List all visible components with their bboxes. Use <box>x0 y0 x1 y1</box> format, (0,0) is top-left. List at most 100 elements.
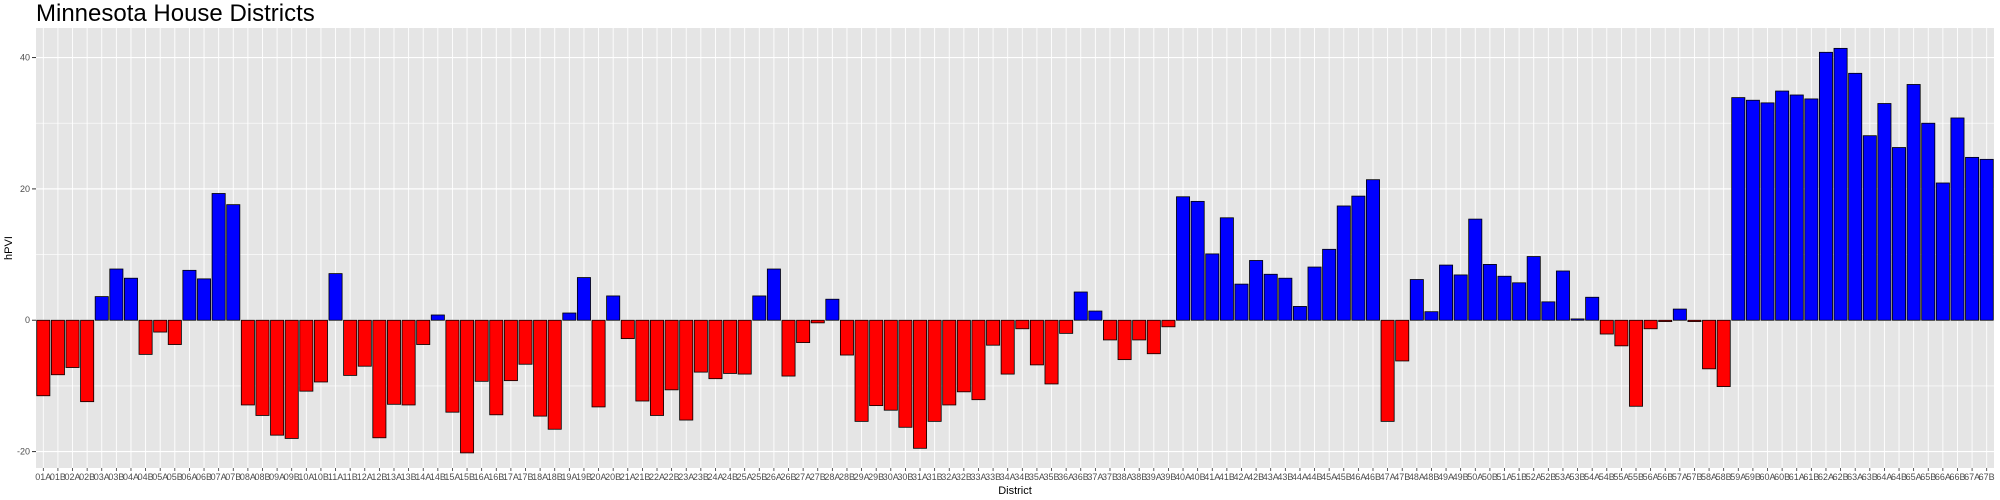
x-tick-label: 22A <box>649 472 665 482</box>
x-tick-label: 60A <box>1760 472 1776 482</box>
bar-13A <box>387 319 401 405</box>
bar-26A <box>766 268 781 321</box>
x-tick-label: 41A <box>1204 472 1220 482</box>
x-tick-label: 54A <box>1584 472 1600 482</box>
x-tick-label: 25A <box>737 472 753 482</box>
bar-57A <box>1672 308 1687 321</box>
bar-42B <box>1249 260 1264 321</box>
x-tick-label: 52B <box>1540 472 1556 482</box>
x-tick-label: 09B <box>284 472 300 482</box>
bar-35B <box>1044 319 1059 385</box>
x-tick-label: 20B <box>605 472 621 482</box>
x-tick-label: 53B <box>1570 472 1586 482</box>
bar-43B <box>1278 277 1293 321</box>
bar-65B <box>1921 122 1936 321</box>
x-tick-label: 44B <box>1307 472 1323 482</box>
bar-09A <box>270 319 285 436</box>
bar-30A <box>883 319 898 411</box>
chart-title: Minnesota House Districts <box>36 0 315 27</box>
x-tick-label: 32B <box>956 472 972 482</box>
bar-67A <box>1965 156 1980 321</box>
bar-13B <box>401 319 416 406</box>
bar-44A <box>1292 306 1307 321</box>
x-tick-label: 19A <box>561 472 577 482</box>
bar-21A <box>620 319 635 340</box>
x-tick-label: 27B <box>810 472 826 482</box>
bar-22B <box>664 319 679 391</box>
x-tick-label: 37B <box>1102 472 1118 482</box>
bar-03B <box>109 268 124 321</box>
x-tick-label: 32A <box>941 472 957 482</box>
bar-66A <box>1935 182 1950 321</box>
x-tick-label: 47A <box>1380 472 1396 482</box>
x-tick-label: 57A <box>1672 472 1688 482</box>
bar-56A <box>1643 319 1658 330</box>
x-tick-label: 63B <box>1862 472 1878 482</box>
y-tick-label: -20 <box>17 447 30 457</box>
x-tick-label: 34A <box>1000 472 1016 482</box>
bar-32B <box>956 319 971 393</box>
x-tick-label: 11A <box>328 472 343 482</box>
bar-59A <box>1731 97 1746 321</box>
x-tick-label: 41B <box>1219 472 1235 482</box>
y-tick-label: 20 <box>20 184 30 194</box>
bar-52A <box>1526 256 1541 321</box>
bar-50A <box>1468 218 1483 321</box>
x-tick-label: 36A <box>1058 472 1074 482</box>
bar-20A <box>591 319 606 408</box>
bar-55B <box>1629 319 1643 407</box>
x-tick-label: 18A <box>532 472 548 482</box>
bar-07A <box>211 193 226 321</box>
x-tick-label: 19B <box>576 472 592 482</box>
x-tick-label: 09A <box>269 472 285 482</box>
x-tick-label: 30A <box>883 472 899 482</box>
bar-29B <box>869 319 884 407</box>
bar-57B <box>1687 319 1702 322</box>
bar-11A <box>328 273 343 321</box>
bar-53B <box>1570 318 1585 321</box>
bar-35A <box>1029 319 1044 366</box>
x-tick-label: 64B <box>1891 472 1907 482</box>
bar-05B <box>167 319 182 345</box>
x-tick-label: 06B <box>196 472 212 482</box>
x-tick-label: 45B <box>1336 472 1352 482</box>
bar-28A <box>825 298 840 321</box>
bar-53A <box>1555 270 1570 321</box>
y-tick-label: 40 <box>20 53 30 63</box>
x-tick-label: 65B <box>1920 472 1936 482</box>
x-axis-title: District <box>998 485 1032 497</box>
bar-38B <box>1132 319 1147 341</box>
x-tick-label: 52A <box>1526 472 1542 482</box>
bar-31A <box>913 319 927 449</box>
x-axis: 01A01B02A02B03A03B04A04B05A05B06A06B07A0… <box>35 468 1995 482</box>
bar-27B <box>810 319 825 324</box>
x-tick-label: 01A <box>35 472 51 482</box>
y-axis-title: hPVI <box>3 236 15 260</box>
x-tick-label: 47B <box>1394 472 1410 482</box>
bar-18B <box>547 319 562 430</box>
bar-15B <box>460 319 475 454</box>
x-tick-label: 14A <box>415 472 431 482</box>
x-tick-label: 24A <box>707 472 723 482</box>
bar-24B <box>723 319 738 374</box>
x-tick-label: 50A <box>1467 472 1483 482</box>
bar-38A <box>1117 319 1132 361</box>
x-tick-label: 42B <box>1248 472 1264 482</box>
x-tick-label: 59B <box>1745 472 1761 482</box>
x-tick-label: 48A <box>1409 472 1425 482</box>
bar-44B <box>1307 266 1322 321</box>
bar-40B <box>1190 200 1205 321</box>
x-tick-label: 58B <box>1716 472 1732 482</box>
x-tick-label: 11B <box>342 472 357 482</box>
x-tick-label: 18B <box>547 472 563 482</box>
bar-45B <box>1336 205 1351 321</box>
plot-panel <box>36 28 1994 468</box>
bar-63A <box>1848 72 1863 321</box>
x-tick-label: 02B <box>79 472 95 482</box>
bar-67B <box>1979 158 1994 321</box>
x-tick-label: 26B <box>781 472 797 482</box>
x-tick-label: 16A <box>474 472 490 482</box>
bar-27A <box>796 319 811 343</box>
x-tick-label: 43A <box>1263 472 1279 482</box>
bar-29A <box>854 319 869 422</box>
